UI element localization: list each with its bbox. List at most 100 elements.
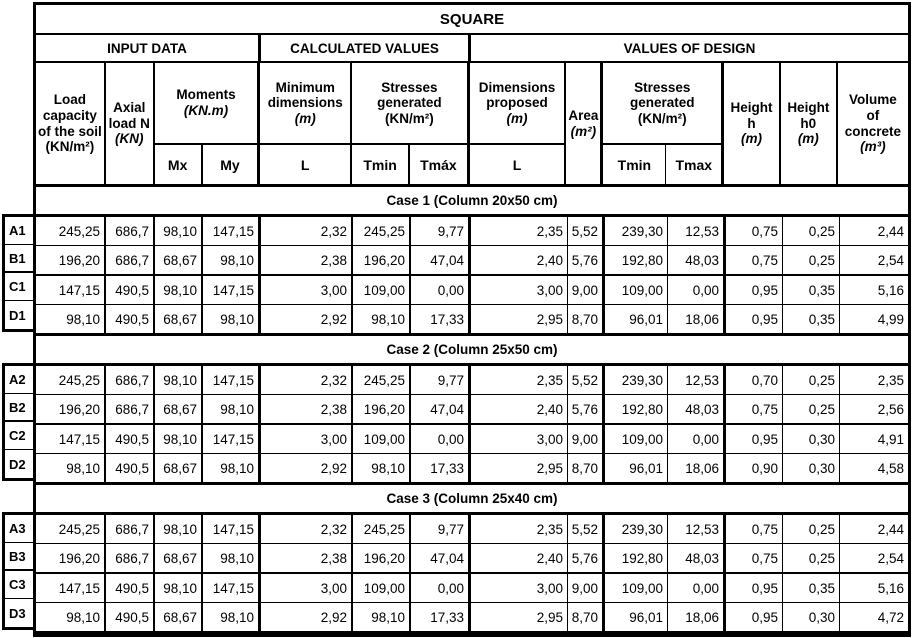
cell-proposed-l: 3,00: [471, 425, 568, 453]
header-height-h0: Height h0 (m): [781, 63, 838, 184]
cell-height-h: 0,95: [726, 425, 783, 453]
cell-tmin-design: 96,01: [605, 305, 668, 333]
header-load-capacity: Load capacity of the soil (KN/m²): [36, 63, 106, 184]
cell-axial-load: 490,5: [106, 305, 155, 333]
header-label: Moments: [176, 87, 236, 103]
case-title-3: Case 3 (Column 25x40 cm): [36, 485, 908, 515]
cell-area: 5,76: [568, 544, 605, 572]
row-label: B3: [5, 543, 33, 571]
cell-proposed-l: 2,35: [471, 217, 568, 245]
group-calculated-values: CALCULATED VALUES: [261, 35, 471, 61]
row-label: A3: [5, 515, 33, 543]
cell-tmin-calc: 245,25: [353, 515, 411, 543]
cell-volume: 2,35: [877, 372, 904, 388]
case-title-1: Case 1 (Column 20x50 cm): [36, 187, 908, 217]
cell-tmin-design: 192,80: [605, 395, 668, 423]
header-unit: (KN.m): [183, 103, 229, 118]
cell-tmax-design: 12,53: [668, 515, 726, 543]
table-row: 196,20 686,7 68,67 98,10 2,38 196,20 47,…: [36, 544, 908, 574]
cell-my: 98,10: [203, 454, 261, 482]
cell-volume: 4,58: [877, 460, 904, 476]
cell-height-h: 0,75: [726, 217, 783, 245]
cell-my: 147,15: [203, 574, 261, 602]
header-unit: (m): [740, 131, 762, 147]
cell-my: 147,15: [203, 515, 261, 543]
cell-min-l: 2,92: [261, 454, 353, 482]
cell-tmin-calc: 196,20: [353, 544, 411, 572]
header-area: Area (m²): [566, 63, 604, 184]
cell-tmin-design: 109,00: [605, 574, 668, 602]
row-label: D1: [9, 307, 26, 323]
cell-load-capacity: 147,15: [36, 276, 106, 304]
cell-load-capacity: 245,25: [36, 217, 106, 245]
table-row: 98,10 490,5 68,67 98,10 2,92 98,10 17,33…: [36, 454, 908, 485]
table-row: 196,20 686,7 68,67 98,10 2,38 196,20 47,…: [36, 246, 908, 276]
cell-proposed-l: 3,00: [471, 574, 568, 602]
cell-volume: 5,16: [877, 580, 904, 596]
header-unit: (KN/m²): [385, 110, 434, 126]
cell-mx: 98,10: [155, 574, 203, 602]
cell-proposed-l: 2,95: [471, 603, 568, 631]
cell-tmax-design: 0,00: [668, 425, 726, 453]
row-label-box-case2: A2 B2 C2 D2: [2, 363, 36, 481]
header-mx: Mx: [155, 145, 203, 184]
cell-tmax-design: 0,00: [668, 574, 726, 602]
header-label: Stresses generated: [377, 79, 442, 111]
header-l-proposed: L: [512, 156, 522, 173]
cell-load-capacity: 147,15: [36, 425, 106, 453]
cell-height-h0: 0,25: [783, 515, 840, 543]
cell-tmin-calc: 245,25: [353, 217, 411, 245]
cell-area: 5,76: [568, 246, 605, 274]
table-row: 245,25 686,7 98,10 147,15 2,32 245,25 9,…: [36, 366, 908, 395]
cell-tmin-calc: 109,00: [353, 574, 411, 602]
cell-tmin-calc: 98,10: [353, 305, 411, 333]
cell-area: 8,70: [568, 603, 605, 631]
column-header-row: Load capacity of the soil (KN/m²) Axial l…: [36, 63, 908, 187]
cell-axial-load: 686,7: [106, 544, 155, 572]
cell-axial-load: 490,5: [106, 276, 155, 304]
cell-area: 8,70: [568, 454, 605, 482]
header-unit: (m²): [570, 123, 597, 139]
cell-my: 147,15: [203, 366, 261, 394]
cell-load-capacity: 196,20: [36, 544, 106, 572]
cell-volume: 2,44: [877, 223, 904, 239]
header-label: Dimensions proposed: [478, 79, 556, 111]
header-label: Volume of concrete: [844, 92, 902, 139]
row-label: A2: [5, 366, 33, 394]
cell-volume: 2,54: [877, 252, 904, 268]
header-label: Axial load N: [108, 100, 150, 131]
header-l-min: L: [300, 156, 310, 173]
cell-height-h: 0,75: [726, 515, 783, 543]
header-minimum-dimensions: Minimum dimensions (m) L: [260, 63, 353, 184]
cell-tmax-design: 0,00: [668, 276, 726, 304]
cell-tmin-design: 109,00: [605, 276, 668, 304]
table-row: 147,15 490,5 98,10 147,15 3,00 109,00 0,…: [36, 276, 908, 305]
cell-height-h0: 0,30: [783, 603, 840, 631]
row-label: D2: [9, 456, 26, 472]
row-label-box-case3: A3 B3 C3 D3: [2, 512, 36, 630]
cell-load-capacity: 98,10: [36, 454, 106, 482]
cell-proposed-l: 2,35: [471, 515, 568, 543]
row-label: A1: [5, 217, 33, 245]
cell-proposed-l: 2,95: [471, 305, 568, 333]
cell-my: 147,15: [203, 217, 261, 245]
cell-mx: 98,10: [155, 217, 203, 245]
cell-load-capacity: 98,10: [36, 603, 106, 631]
cell-tmax-design: 18,06: [668, 603, 726, 631]
cell-area: 5,76: [568, 395, 605, 423]
cell-tmax-calc: 17,33: [411, 454, 471, 482]
cell-mx: 98,10: [155, 425, 203, 453]
cell-axial-load: 686,7: [106, 395, 155, 423]
cell-area: 9,00: [568, 574, 605, 602]
cell-tmin-calc: 98,10: [353, 603, 411, 631]
cell-tmin-calc: 245,25: [353, 366, 411, 394]
header-unit: (KN): [114, 131, 144, 147]
cell-height-h0: 0,25: [783, 246, 840, 274]
table-title: SQUARE: [36, 5, 908, 35]
cell-mx: 68,67: [155, 603, 203, 631]
cell-tmax-calc: 9,77: [411, 515, 471, 543]
cell-height-h0: 0,30: [783, 454, 840, 482]
cell-proposed-l: 2,35: [471, 366, 568, 394]
cell-tmax-calc: 0,00: [411, 276, 471, 304]
header-unit: (m): [294, 110, 316, 126]
